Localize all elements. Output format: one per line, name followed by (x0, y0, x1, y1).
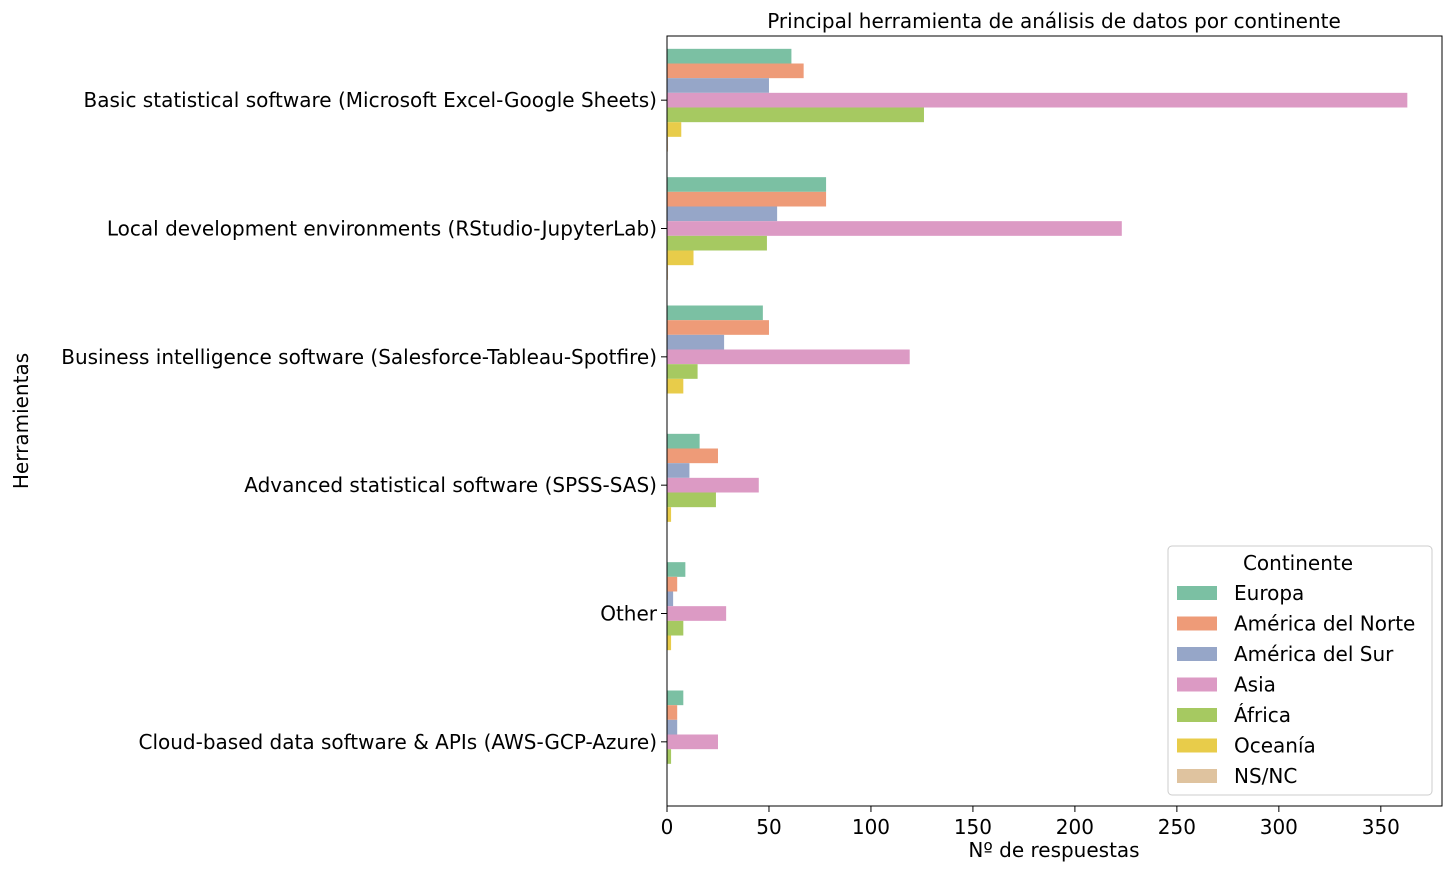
legend: Continente Europa América del Norte Améric… (1167, 545, 1433, 796)
legend-label: NS/NC (1234, 764, 1297, 788)
bar-ns-nc-1 (667, 265, 669, 280)
bar-am-rica-del-sur-4 (667, 591, 674, 607)
bar-am-rica-del-sur-0 (667, 78, 769, 93)
bar-asia-5 (667, 734, 718, 750)
bar-europa-4 (667, 562, 686, 577)
y-tick-label: Business intelligence software (Salesfor… (61, 345, 657, 369)
bar-ocean-a-1 (667, 250, 694, 266)
bar--frica-1 (667, 235, 767, 251)
bar-asia-3 (667, 477, 759, 493)
x-tick-label: 200 (1056, 815, 1094, 839)
bar-am-rica-del-sur-2 (667, 334, 725, 350)
x-tick-label: 250 (1158, 815, 1196, 839)
y-tick-label: Basic statistical software (Microsoft Ex… (84, 88, 658, 112)
bar-am-rica-del-sur-3 (667, 463, 690, 478)
bar-asia-2 (667, 349, 910, 365)
bar-am-rica-del-norte-0 (667, 63, 804, 79)
legend-swatch (1177, 738, 1217, 753)
bar-am-rica-del-norte-3 (667, 448, 718, 464)
legend-swatch (1177, 708, 1217, 722)
plot-frame (666, 35, 1443, 807)
legend-title: Continente (1243, 551, 1353, 575)
x-tick-label: 300 (1260, 815, 1298, 839)
y-axis-label: Herramientas (9, 353, 33, 489)
legend-items: Europa América del Norte América del Sur As… (1177, 581, 1415, 788)
legend-label: América del Norte (1234, 612, 1415, 636)
bar-am-rica-del-sur-5 (667, 719, 678, 735)
bar-ocean-a-0 (667, 122, 682, 137)
bar-am-rica-del-norte-5 (667, 705, 678, 720)
legend-swatch (1177, 769, 1217, 783)
bar-europa-5 (667, 690, 684, 706)
bar-europa-2 (667, 305, 763, 321)
bar-am-rica-del-norte-1 (667, 191, 827, 207)
bar--frica-2 (667, 364, 698, 379)
bar-ocean-a-2 (667, 378, 684, 394)
y-tick-label: Advanced statistical software (SPSS-SAS) (244, 473, 657, 497)
legend-label: Europa (1234, 581, 1304, 605)
legend-swatch (1177, 616, 1217, 631)
bar--frica-0 (667, 107, 924, 123)
legend-swatch (1177, 647, 1217, 661)
bar--frica-4 (667, 620, 684, 636)
bar-ocean-a-4 (667, 635, 672, 651)
x-axis-label: Nº de respuestas (968, 838, 1139, 862)
bar-ns-nc-0 (667, 136, 669, 152)
x-tick-label: 350 (1362, 815, 1400, 839)
bars-group (667, 48, 1408, 764)
x-tick-label: 50 (756, 815, 781, 839)
bar-europa-3 (667, 433, 700, 449)
y-axis-ticks: Basic statistical software (Microsoft Ex… (61, 88, 667, 754)
bar-am-rica-del-norte-2 (667, 320, 769, 335)
x-tick-label: 0 (661, 815, 674, 839)
x-tick-label: 100 (852, 815, 890, 839)
legend-label: Oceanía (1234, 734, 1316, 758)
legend-frame (1167, 545, 1433, 796)
chart-title: Principal herramienta de análisis de dat… (767, 9, 1341, 33)
bar--frica-5 (667, 749, 672, 764)
legend-label: África (1234, 703, 1291, 727)
bar-ocean-a-3 (667, 507, 672, 522)
bar-am-rica-del-norte-4 (667, 576, 678, 592)
x-axis-ticks: 0 50 100 150 200 250 300 350 (661, 806, 1400, 839)
y-tick-label: Other (600, 602, 658, 626)
y-tick-label: Local development environments (RStudio-… (107, 217, 657, 241)
legend-label: América del Sur (1234, 642, 1394, 666)
bar-europa-0 (667, 48, 792, 64)
bar-am-rica-del-sur-1 (667, 206, 778, 222)
bar-asia-0 (667, 92, 1408, 108)
x-tick-label: 150 (954, 815, 992, 839)
bar-asia-1 (667, 221, 1122, 236)
legend-swatch (1177, 677, 1217, 692)
legend-label: Asia (1234, 673, 1276, 697)
bar--frica-3 (667, 492, 716, 508)
bar-europa-1 (667, 177, 827, 192)
legend-swatch (1177, 586, 1217, 600)
bar-asia-4 (667, 606, 727, 621)
y-tick-label: Cloud-based data software & APIs (AWS-GC… (138, 730, 657, 754)
